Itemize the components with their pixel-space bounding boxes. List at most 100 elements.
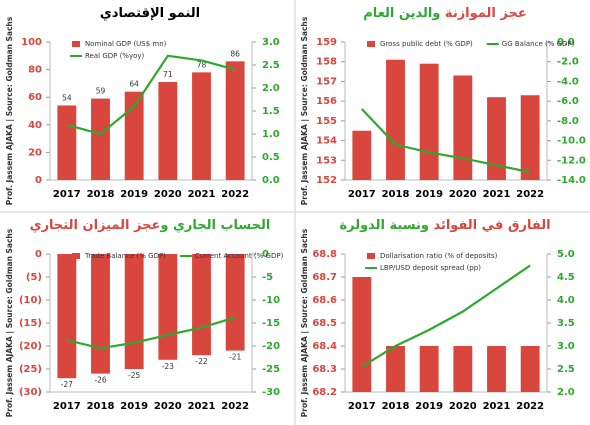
bar <box>91 98 110 180</box>
y2-tick-label: 4.0 <box>557 295 575 306</box>
line <box>66 316 236 350</box>
y-tick-label: 100 <box>21 37 42 48</box>
line <box>361 264 531 368</box>
data-label: 71 <box>163 70 173 79</box>
bar <box>419 346 439 392</box>
x-tick-label: 2019 <box>120 401 148 412</box>
x-tick-label: 2019 <box>415 189 443 200</box>
line <box>66 54 236 136</box>
y-tick-label: 68.6 <box>312 295 337 306</box>
title-part: الحساب الجاري و <box>159 218 270 233</box>
y2-tick-label: -2.0 <box>557 57 579 68</box>
y-tick-label: 68.5 <box>312 318 337 329</box>
bar <box>225 61 245 180</box>
y-tick-label: 158 <box>316 57 337 68</box>
x-tick-label: 2018 <box>382 189 410 200</box>
bar <box>124 91 144 180</box>
x-tick-label: 2019 <box>120 189 148 200</box>
legend-label: Dollarisation ratio (% of deposits) <box>380 252 498 260</box>
data-label: 54 <box>62 93 72 102</box>
y2-tick-label: 0.0 <box>557 37 575 48</box>
chart-title: الفارق في الفوائد ونسبة الدولرة <box>339 218 550 233</box>
chart-panel: النمو الإقتصادي Prof. Jassem AJAKA | Sour… <box>5 6 280 206</box>
title-part: والدين العام <box>363 6 440 21</box>
y-tick-label: 156 <box>316 96 337 107</box>
title-part: عجز الميزان التجاري <box>30 218 161 233</box>
y2-tick-label: -30 <box>262 387 280 398</box>
source-note: Prof. Jassem AJAKA | Source: Goldman Sac… <box>5 228 15 417</box>
legend-label: GG Balance (% GDP) <box>502 40 575 48</box>
y-tick-label: 155 <box>316 116 337 127</box>
x-tick-label: 2017 <box>348 189 376 200</box>
line <box>361 108 531 174</box>
y2-tick-label: -6.0 <box>557 96 579 107</box>
y-tick-label: 157 <box>316 76 337 87</box>
y-tick-label: 68.3 <box>312 364 337 375</box>
bar <box>352 130 372 180</box>
x-tick-label: 2022 <box>221 401 249 412</box>
legend-label: LBP/USD deposit spread (pp) <box>380 264 481 272</box>
bar <box>192 72 211 180</box>
y2-tick-label: 3.5 <box>557 318 575 329</box>
x-tick-label: 2020 <box>449 401 477 412</box>
bar <box>352 277 372 392</box>
bar <box>91 254 110 374</box>
bar <box>57 254 77 379</box>
legend-swatch <box>72 253 80 259</box>
x-tick-label: 2017 <box>53 401 81 412</box>
bar <box>520 346 540 392</box>
y2-tick-label: -25 <box>262 364 280 375</box>
y2-tick-label: -14.0 <box>557 175 586 186</box>
chart-panel: الحساب الجاري وعجز الميزان التجاري Prof. … <box>5 218 284 418</box>
bar <box>453 75 473 180</box>
y2-tick-label: -4.0 <box>557 76 579 87</box>
x-tick-label: 2022 <box>516 189 544 200</box>
source-note: Prof. Jassem AJAKA | Source: Goldman Sac… <box>5 16 15 205</box>
x-tick-label: 2021 <box>483 401 511 412</box>
bar <box>487 97 506 180</box>
data-label: 64 <box>129 80 139 89</box>
y2-tick-label: -12.0 <box>557 155 586 166</box>
chart-panel: الفارق في الفوائد ونسبة الدولرة Prof. Jas… <box>300 218 575 418</box>
bar <box>487 346 506 392</box>
y-tick-label: 20 <box>28 147 42 158</box>
x-tick-label: 2021 <box>188 401 216 412</box>
bar <box>386 59 405 180</box>
y-tick-label: 154 <box>316 136 337 147</box>
x-tick-label: 2019 <box>415 401 443 412</box>
x-tick-label: 2018 <box>87 189 115 200</box>
y2-tick-label: 1.5 <box>262 106 280 117</box>
x-tick-label: 2021 <box>188 189 216 200</box>
y-tick-label: 68.7 <box>312 272 337 283</box>
source-note: Prof. Jassem AJAKA | Source: Goldman Sac… <box>300 228 310 417</box>
title-part: الفارق في الفوائد <box>429 218 551 233</box>
legend-label: Gross public debt (% GDP) <box>380 40 473 48</box>
x-tick-label: 2018 <box>87 401 115 412</box>
legend-label: Current Account (% GDP) <box>195 252 284 260</box>
legend-swatch <box>72 41 80 47</box>
y2-tick-label: 1.0 <box>262 129 280 140</box>
bar <box>419 63 439 180</box>
bar <box>520 95 540 180</box>
y2-tick-label: 3.0 <box>557 341 575 352</box>
data-label: -23 <box>162 362 174 371</box>
x-tick-label: 2018 <box>382 401 410 412</box>
y2-tick-label: -15 <box>262 318 280 329</box>
y-tick-label: (10) <box>19 295 42 306</box>
y2-tick-label: -8.0 <box>557 116 579 127</box>
chart-title: الحساب الجاري وعجز الميزان التجاري <box>30 218 271 233</box>
y2-tick-label: 3.0 <box>262 37 280 48</box>
y-tick-label: 0 <box>35 175 42 186</box>
data-label: 86 <box>230 49 240 58</box>
y-tick-label: 0 <box>35 249 42 260</box>
data-label: 78 <box>197 60 207 69</box>
y-tick-label: 68.4 <box>312 341 337 352</box>
bar <box>158 82 178 180</box>
chart-panel: عجز الموازنة والدين العام Prof. Jassem AJ… <box>300 6 586 206</box>
x-tick-label: 2022 <box>516 401 544 412</box>
x-tick-label: 2020 <box>154 189 182 200</box>
y2-tick-label: 2.5 <box>557 364 575 375</box>
data-label: -26 <box>94 376 106 385</box>
